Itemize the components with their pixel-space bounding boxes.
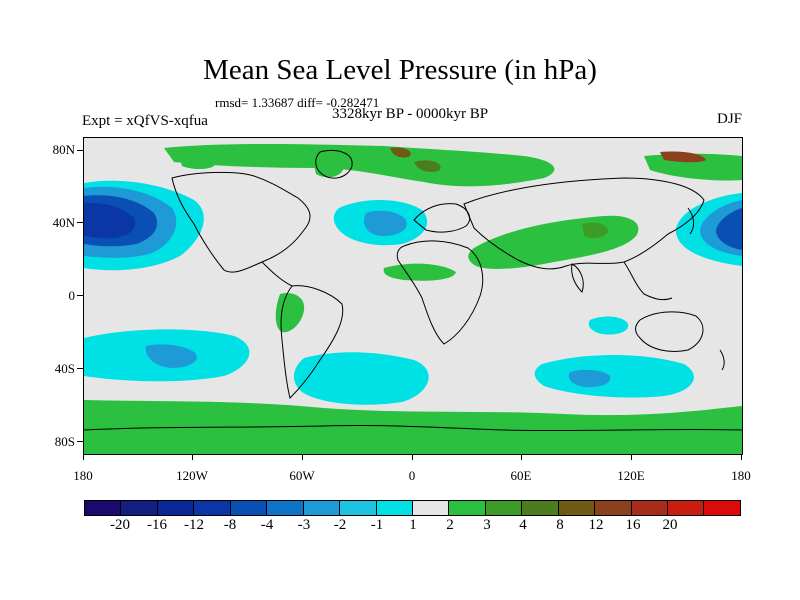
colorbar-bin-5 — [230, 501, 268, 515]
season-label: DJF — [716, 111, 742, 127]
y-tick-2 — [77, 295, 83, 296]
north-america-outline — [171, 171, 311, 273]
statistics-text: rmsd= 1.33687 diff= -0.282471 — [215, 95, 380, 110]
lat-label-40s: 40S — [54, 361, 75, 376]
pacific-low-east-deep — [716, 208, 742, 250]
colorbar-bin-9 — [376, 501, 413, 515]
asia-high-darkgreen — [582, 222, 608, 239]
lat-label-0: 0 — [68, 288, 76, 303]
colorbar-bin-15 — [595, 501, 632, 515]
south-indian-low-cyan — [534, 355, 694, 398]
lat-label-40n: 40N — [52, 215, 75, 230]
lat-label-80n: 80N — [52, 142, 75, 157]
asia-high-green — [468, 215, 639, 269]
colorbar-bin-18 — [704, 501, 740, 515]
central-america-outline — [261, 261, 293, 287]
colorbar-label: -16 — [147, 517, 167, 533]
colorbar-label: 16 — [625, 517, 641, 533]
lon-label-180e: 180 — [731, 468, 751, 483]
lat-label-80s: 80S — [54, 434, 75, 449]
colorbar — [84, 500, 741, 516]
colorbar-label: -1 — [370, 517, 384, 533]
arctic-green — [164, 144, 555, 187]
x-tick-3 — [412, 454, 413, 460]
north-africa-green — [383, 263, 456, 281]
lon-label-120e: 120E — [617, 468, 645, 483]
x-tick-5 — [631, 454, 632, 460]
colorbar-bin-1 — [85, 501, 122, 515]
north-pacific-green — [180, 156, 215, 169]
japan-outline — [687, 207, 695, 235]
colorbar-bin-13 — [522, 501, 559, 515]
x-tick-6 — [741, 454, 742, 460]
colorbar-label: -20 — [110, 517, 130, 533]
chart-title: Mean Sea Level Pressure (in hPa) — [203, 54, 597, 86]
colorbar-bin-17 — [668, 501, 705, 515]
lon-label-180w: 180 — [73, 468, 93, 483]
australia-outline — [635, 311, 704, 352]
atlantic-low-blue — [363, 210, 407, 236]
colorbar-label: -4 — [260, 517, 274, 533]
period-text: 3328kyr BP - 0000kyr BP — [331, 106, 489, 122]
x-tick-1 — [192, 454, 193, 460]
colorbar-label: -8 — [223, 517, 237, 533]
arctic-dark-green — [414, 160, 441, 172]
asia-outline — [463, 177, 705, 270]
colorbar-bin-4 — [194, 501, 231, 515]
south-indian-low-blue — [568, 369, 611, 388]
lon-label-120w: 120W — [176, 468, 208, 483]
south-atlantic-low-cyan — [293, 352, 429, 405]
lon-label-0: 0 — [408, 468, 416, 483]
antarctica-outline — [84, 424, 742, 432]
x-tick-4 — [521, 454, 522, 460]
colorbar-bin-7 — [303, 501, 341, 515]
greenland-outline — [315, 150, 353, 179]
y-tick-4 — [77, 441, 83, 442]
colorbar-label: -12 — [184, 517, 204, 533]
colorbar-bin-14 — [558, 501, 596, 515]
colorbar-label: -3 — [297, 517, 311, 533]
y-tick-0 — [77, 150, 83, 151]
east-asia-brown — [660, 151, 706, 163]
pacific-low-deepest — [84, 202, 136, 239]
south-america-green — [275, 292, 305, 333]
colorbar-bin-8 — [340, 501, 377, 515]
colorbar-bin-10 — [412, 501, 450, 515]
pressure-map — [83, 137, 743, 455]
experiment-label: Expt = xQfVS-xqfua — [82, 113, 208, 129]
colorbar-label: -2 — [333, 517, 347, 533]
colorbar-label: 4 — [519, 517, 527, 533]
lon-label-60e: 60E — [510, 468, 532, 483]
southeast-asia-outline — [623, 261, 673, 301]
colorbar-bin-3 — [157, 501, 195, 515]
india-outline — [571, 263, 584, 293]
colorbar-bin-12 — [485, 501, 523, 515]
y-tick-3 — [77, 368, 83, 369]
south-pacific-low-blue — [145, 344, 197, 368]
colorbar-label: 12 — [588, 517, 604, 533]
arctic-brown — [390, 147, 411, 158]
x-tick-2 — [302, 454, 303, 460]
colorbar-bin-6 — [267, 501, 304, 515]
colorbar-bin-16 — [631, 501, 668, 515]
colorbar-label: 2 — [446, 517, 454, 533]
colorbar-label: 1 — [409, 517, 417, 533]
colorbar-label: 20 — [662, 517, 678, 533]
colorbar-bin-11 — [449, 501, 486, 515]
new-zealand-outline — [719, 349, 725, 371]
africa-outline — [396, 240, 484, 345]
colorbar-bin-2 — [121, 501, 158, 515]
colorbar-label: 8 — [556, 517, 564, 533]
australia-low-cyan — [588, 316, 629, 335]
colorbar-label: 3 — [483, 517, 491, 533]
south-america-outline — [280, 285, 344, 399]
x-tick-0 — [83, 454, 84, 460]
y-tick-1 — [77, 222, 83, 223]
lon-label-60w: 60W — [289, 468, 315, 483]
